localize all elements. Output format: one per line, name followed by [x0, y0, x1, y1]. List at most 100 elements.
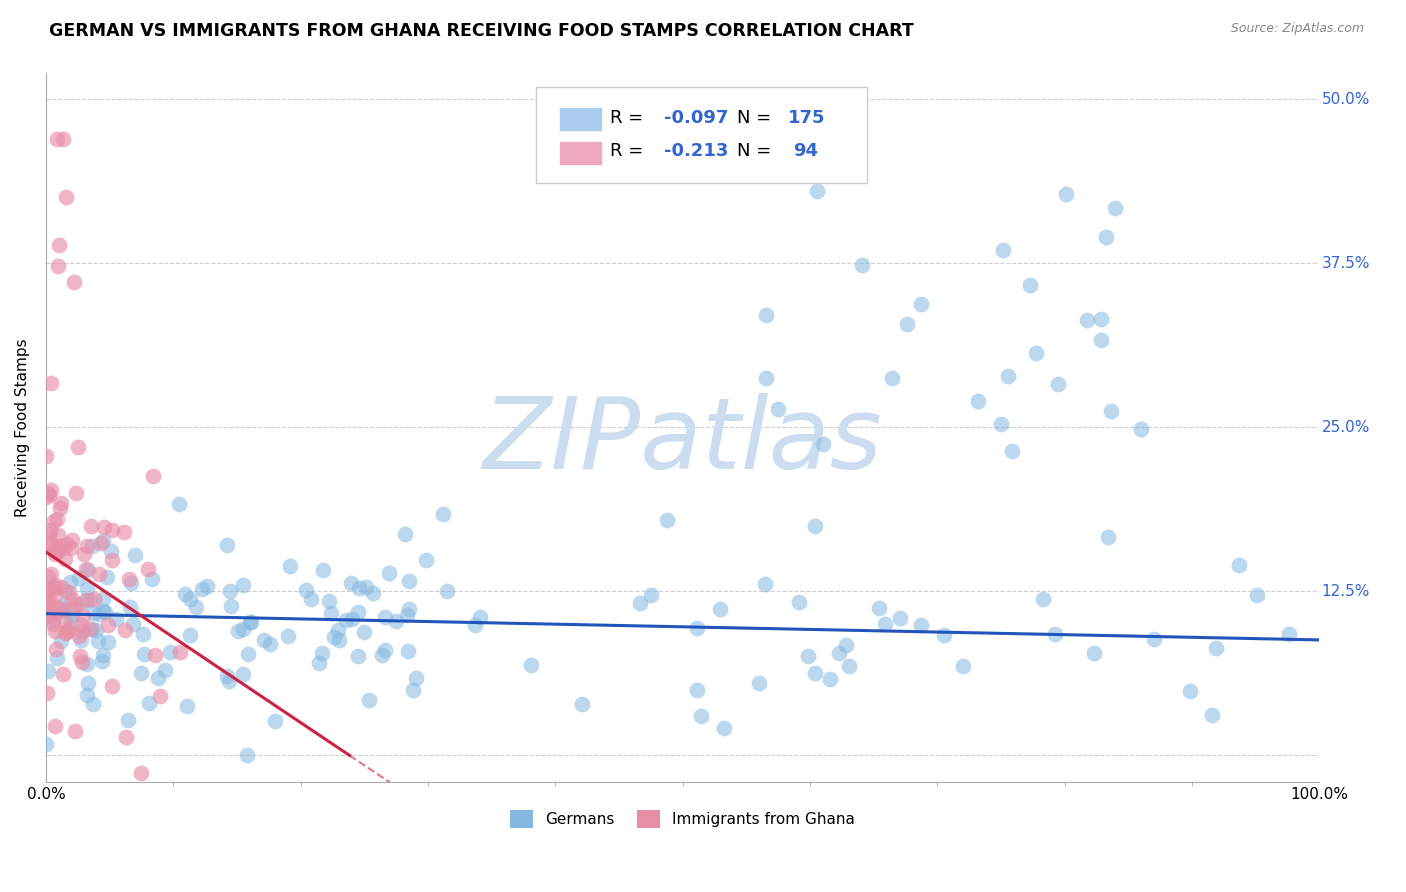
Point [280, 559, 302, 574]
Point [468, 609, 491, 624]
Point [63, 275, 86, 289]
Point [347, 649, 370, 664]
Point [114, 730, 136, 744]
Point [79, 593, 101, 607]
Point [134, 648, 156, 662]
Point [828, 646, 851, 660]
Point [39, 567, 62, 582]
Point [44, 581, 66, 595]
Point [62, 601, 84, 615]
Point [37, 582, 59, 597]
Point [806, 184, 828, 198]
Text: R =: R = [610, 142, 650, 160]
Point [35, 686, 58, 700]
Point [910, 297, 932, 311]
Point [97, 635, 120, 649]
Point [374, 610, 396, 624]
Point [401, 682, 423, 697]
Point [1099, 404, 1122, 418]
Point [91, 648, 114, 663]
Point [48, 544, 70, 558]
Point [45, 132, 67, 146]
Point [39, 523, 62, 537]
Point [766, 401, 789, 416]
Text: 12.5%: 12.5% [1322, 584, 1371, 599]
Text: 94: 94 [793, 142, 818, 160]
Point [35, 600, 58, 615]
Point [326, 623, 349, 637]
Point [66, 440, 89, 454]
Point [179, 628, 201, 642]
Point [371, 648, 394, 662]
Point [55, 584, 77, 599]
Point [378, 566, 401, 581]
Point [105, 612, 128, 626]
Point [312, 563, 335, 577]
Point [191, 582, 214, 596]
Point [52, 603, 75, 617]
Point [44, 607, 66, 621]
Point [167, 497, 190, 511]
Point [87, 607, 110, 622]
Text: 37.5%: 37.5% [1322, 256, 1371, 271]
Text: GERMAN VS IMMIGRANTS FROM GHANA RECEIVING FOOD STAMPS CORRELATION CHART: GERMAN VS IMMIGRANTS FROM GHANA RECEIVIN… [49, 22, 914, 40]
Point [232, 667, 254, 681]
Point [396, 644, 419, 658]
Point [176, 699, 198, 714]
Point [83, 592, 105, 607]
Point [53, 614, 76, 628]
Point [56, 624, 79, 638]
Point [114, 623, 136, 637]
Point [1130, 422, 1153, 436]
Point [838, 659, 860, 673]
Point [60, 541, 83, 555]
Point [464, 618, 486, 632]
Point [44, 514, 66, 528]
Point [91, 533, 114, 548]
Text: 50.0%: 50.0% [1322, 92, 1371, 107]
Point [65, 597, 87, 611]
Point [132, 627, 155, 641]
Point [1032, 591, 1054, 606]
Point [77, 562, 100, 576]
Point [813, 437, 835, 451]
Point [398, 602, 420, 616]
Point [398, 574, 420, 588]
Point [159, 645, 181, 659]
Point [38, 488, 60, 502]
Point [299, 591, 322, 606]
Point [100, 523, 122, 537]
Text: N =: N = [737, 109, 778, 127]
Text: N =: N = [737, 142, 778, 160]
Point [1001, 444, 1024, 458]
Point [80, 622, 103, 636]
Point [49, 540, 72, 554]
Point [136, 561, 159, 575]
Point [219, 599, 242, 614]
FancyBboxPatch shape [561, 142, 602, 164]
Point [149, 689, 172, 703]
Point [46, 259, 69, 273]
Point [755, 371, 778, 385]
Point [76, 582, 98, 597]
Point [80, 539, 103, 553]
Point [35, 449, 58, 463]
Point [967, 393, 990, 408]
Point [124, 548, 146, 562]
Point [432, 507, 454, 521]
Point [45, 642, 67, 657]
Point [69, 648, 91, 663]
Point [70, 597, 93, 611]
Point [91, 654, 114, 668]
Point [76, 539, 98, 553]
Point [195, 579, 218, 593]
Point [184, 599, 207, 614]
Point [328, 633, 350, 648]
Point [91, 592, 114, 607]
Point [48, 602, 70, 616]
Point [146, 671, 169, 685]
Point [142, 468, 165, 483]
Point [46, 528, 69, 542]
Point [709, 602, 731, 616]
Y-axis label: Receiving Food Stamps: Receiving Food Stamps [15, 338, 30, 516]
